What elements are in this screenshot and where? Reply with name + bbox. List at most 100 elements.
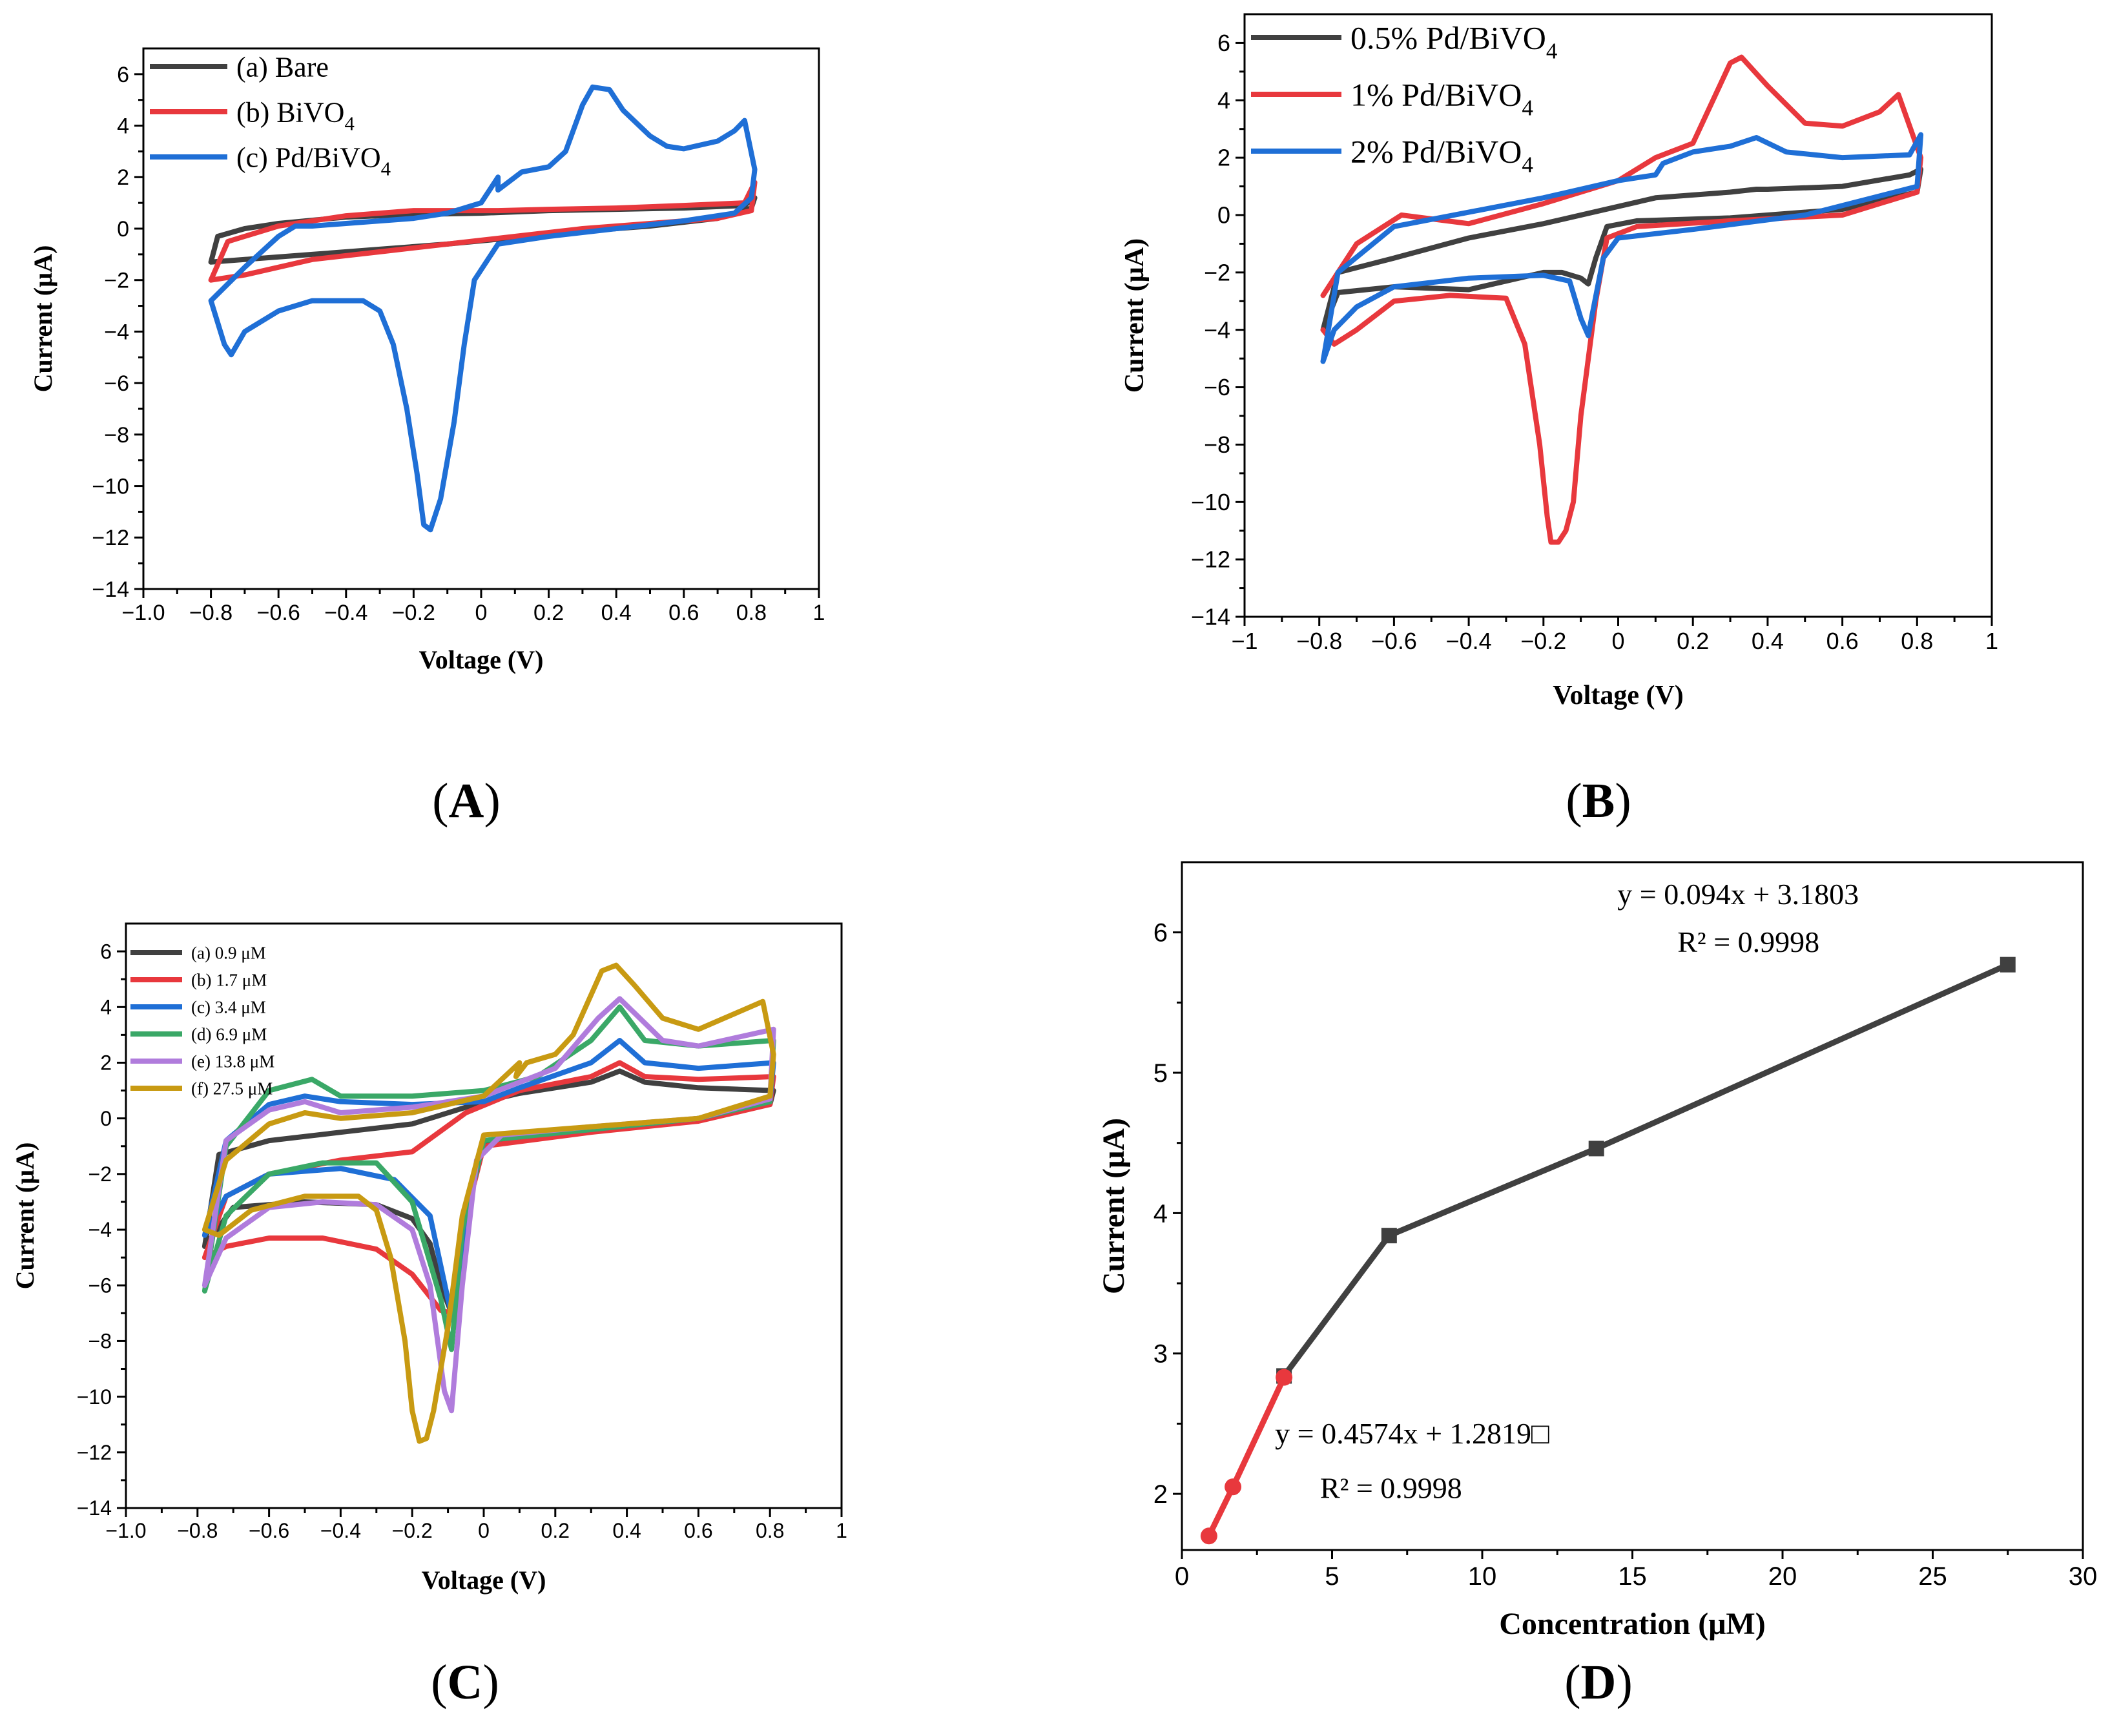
x-tick-label: 0: [478, 1519, 490, 1542]
legend-label: (b) BiVO: [236, 96, 344, 128]
panel-letter: A: [449, 774, 484, 828]
x-tick-label: 25: [1918, 1562, 1947, 1591]
x-tick-label: 30: [2069, 1562, 2098, 1591]
y-tick-label: 6: [1217, 30, 1230, 56]
plot-frame: [142, 47, 820, 590]
series-line: [1206, 1374, 1287, 1539]
x-tick-label: 0.2: [1677, 628, 1709, 654]
data-point: [1381, 1228, 1397, 1244]
y-axis-title: Current (µA): [10, 1142, 39, 1290]
x-tick-label: 15: [1618, 1562, 1647, 1591]
legend-label: 2% Pd/BiVO: [1350, 134, 1522, 170]
data-point: [1225, 1478, 1242, 1496]
legend-label: (b) 1.7 μM: [191, 970, 267, 989]
y-tick-label: −8: [104, 423, 129, 448]
data-point: [1200, 1527, 1217, 1545]
y-tick-label: −2: [88, 1162, 112, 1186]
x-tick-label: 10: [1468, 1562, 1497, 1591]
x-tick-label: −1.0: [121, 601, 165, 625]
x-tick-label: −0.6: [1371, 628, 1417, 654]
y-tick-label: 4: [117, 114, 129, 138]
legend-entry: (a) 0.9 μM: [191, 943, 266, 962]
y-tick-label: −2: [104, 269, 129, 293]
x-tick-label: −0.4: [324, 601, 367, 625]
series-line: [1320, 166, 1924, 333]
legend-entry: (e) 13.8 μM: [191, 1051, 274, 1071]
x-tick-label: 0: [475, 601, 488, 625]
data-point: [1588, 1141, 1604, 1157]
y-tick-label: −6: [88, 1274, 112, 1297]
x-axis-title: Voltage (V): [419, 645, 544, 674]
y-tick-label: −6: [1204, 374, 1230, 400]
legend-entry: (a) Bare: [236, 51, 329, 83]
x-tick-label: −0.4: [1446, 628, 1492, 654]
x-tick-label: −1: [1231, 628, 1257, 654]
x-tick-label: −0.2: [392, 601, 435, 625]
legend-entry: (b) BiVO4: [236, 96, 355, 134]
series-group: [208, 84, 758, 533]
x-axis-title: Concentration (μM): [1499, 1607, 1765, 1641]
y-tick-label: 4: [100, 995, 112, 1018]
x-tick-label: 0.8: [736, 601, 767, 625]
legend-subscript: 4: [1522, 152, 1533, 178]
y-tick-label: −4: [1204, 316, 1230, 343]
data-point: [1276, 1369, 1293, 1386]
regression-annotation: y = 0.094x + 3.1803: [1617, 878, 1859, 911]
legend-label: (a) Bare: [236, 51, 329, 83]
legend-label: (c) 3.4 μM: [191, 997, 266, 1017]
panel-letter: D: [1581, 1655, 1617, 1710]
x-tick-label: 0.4: [1752, 628, 1784, 654]
x-axis-title: Voltage (V): [422, 1566, 546, 1595]
legend-entry: 1% Pd/BiVO4: [1350, 77, 1533, 121]
y-tick-label: −14: [1191, 604, 1230, 630]
x-tick-label: 0.2: [541, 1519, 570, 1542]
x-tick-label: −0.8: [189, 601, 233, 625]
panel-letter: C: [448, 1655, 483, 1710]
y-tick-label: 2: [1153, 1480, 1168, 1509]
y-tick-label: 4: [1217, 87, 1230, 114]
x-tick-label: 1: [836, 1519, 847, 1542]
y-tick-label: 0: [1217, 202, 1230, 229]
y-tick-label: 5: [1153, 1059, 1168, 1088]
legend-label: (a) 0.9 μM: [191, 943, 266, 962]
regression-annotation: R² = 0.9998: [1320, 1472, 1462, 1505]
x-tick-label: −0.4: [320, 1519, 361, 1542]
legend: (a) 0.9 μM (b) 1.7 μM (c) 3.4 μM (d) 6.9 μM…: [130, 943, 274, 1098]
legend-entry: (f) 27.5 μM: [191, 1079, 273, 1098]
series-line: [202, 1060, 776, 1316]
y-tick-label: 2: [100, 1051, 112, 1075]
y-tick-label: 3: [1153, 1340, 1168, 1369]
legend-subscript: 4: [1546, 39, 1558, 64]
legend-subscript: 4: [344, 113, 354, 135]
y-tick-label: −8: [1204, 431, 1230, 458]
regression-annotation: R² = 0.9998: [1677, 925, 1819, 958]
series-line: [202, 962, 776, 1444]
y-tick-label: −10: [1191, 489, 1230, 515]
panel-letter: B: [1582, 774, 1615, 828]
panel-label: (B): [1566, 774, 1631, 828]
legend-subscript: 4: [381, 158, 391, 180]
x-tick-label: 1: [1985, 628, 1998, 654]
legend-entry: (c) Pd/BiVO4: [236, 141, 391, 180]
y-tick-label: −6: [104, 371, 129, 396]
legend-subscript: 4: [1522, 96, 1533, 121]
y-tick-label: −12: [92, 526, 129, 550]
y-tick-label: −4: [88, 1218, 112, 1241]
legend-entry: (b) 1.7 μM: [191, 970, 267, 989]
legend-label: (e) 13.8 μM: [191, 1051, 274, 1071]
legend-label: 0.5% Pd/BiVO: [1350, 20, 1546, 56]
y-tick-label: 4: [1153, 1199, 1168, 1228]
x-tick-label: −0.2: [1520, 628, 1566, 654]
y-tick-label: 2: [1217, 145, 1230, 171]
x-tick-label: 0.2: [533, 601, 564, 625]
series-group: [1320, 54, 1924, 545]
x-tick-label: 0.8: [1901, 628, 1933, 654]
y-tick-label: 6: [100, 940, 112, 963]
y-tick-label: −12: [77, 1441, 112, 1464]
y-tick-label: −14: [92, 577, 129, 602]
series-line: [1320, 132, 1924, 364]
panel-label: (A): [432, 774, 501, 828]
y-tick-label: 2: [117, 165, 129, 190]
x-tick-label: −0.8: [1296, 628, 1342, 654]
